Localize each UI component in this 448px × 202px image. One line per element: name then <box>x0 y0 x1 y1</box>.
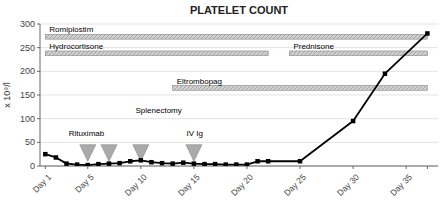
x-tick-label: Day 5 <box>73 172 96 195</box>
y-axis-label: x 10⁹/l <box>2 82 12 107</box>
grid-line <box>40 118 438 119</box>
x-tick <box>427 166 428 169</box>
x-tick-label: Day 30 <box>335 172 361 198</box>
x-tick <box>45 166 46 169</box>
annotation: Rituximab <box>69 129 105 138</box>
treatment-bar-hatch <box>173 86 428 91</box>
arrow <box>80 145 96 162</box>
data-point <box>383 71 388 76</box>
y-tick-label: 200 <box>20 66 35 76</box>
treatment-bar <box>173 86 428 91</box>
data-point <box>86 163 91 166</box>
treatment-bar-hatch <box>45 51 268 56</box>
x-tick-label: Day 10 <box>123 172 149 198</box>
y-tick-label: 150 <box>20 90 35 100</box>
x-tick <box>300 166 301 169</box>
y-tick-label: 50 <box>25 137 35 147</box>
data-point <box>234 162 239 166</box>
x-tick <box>406 166 407 169</box>
x-tick <box>87 166 88 169</box>
data-point <box>149 160 154 165</box>
treatment-label: Prednisone <box>293 42 334 51</box>
data-point <box>255 159 260 164</box>
x-tick-label: Day 35 <box>388 172 414 198</box>
treatment-label: Hydrocortisone <box>49 42 103 51</box>
y-tick-label: 0 <box>30 161 35 171</box>
x-tick <box>193 166 194 169</box>
data-point <box>298 159 303 164</box>
data-point <box>213 162 218 166</box>
chart: PLATELET COUNT x 10⁹/l 0 50 100 150 200 250 300 D… <box>0 0 448 202</box>
grid-line <box>40 95 438 96</box>
data-point <box>128 159 133 164</box>
data-point <box>64 161 69 166</box>
x-tick-label: Day 20 <box>229 172 255 198</box>
treatment-label: Romiplostim <box>49 25 93 34</box>
grid-line <box>40 71 438 72</box>
treatment-bar <box>45 51 268 56</box>
x-tick-label: Day 1 <box>30 172 53 195</box>
treatment-label: Eltrombopag <box>177 77 222 86</box>
x-tick <box>246 166 247 169</box>
data-point <box>266 159 271 164</box>
title: PLATELET COUNT <box>190 4 288 16</box>
data-point <box>202 162 207 166</box>
data-point <box>54 155 59 160</box>
data-point <box>170 161 175 166</box>
annotation: IV Ig <box>186 129 202 138</box>
data-point <box>351 119 356 124</box>
data-point <box>160 161 165 166</box>
data-point <box>43 152 48 157</box>
platelet-line <box>45 33 427 165</box>
data-point <box>139 158 144 163</box>
grid-line <box>40 142 438 143</box>
data-point <box>117 161 122 166</box>
data-point <box>181 160 186 165</box>
data-point <box>245 162 250 166</box>
y-tick-label: 250 <box>20 43 35 53</box>
data-point <box>75 162 80 166</box>
arrow <box>101 145 117 162</box>
y-axis-line <box>40 24 41 166</box>
data-point <box>425 31 430 36</box>
arrow <box>186 145 202 162</box>
data-point <box>223 162 228 166</box>
annotation: Splenectomy <box>136 106 182 115</box>
x-tick-label: Day 15 <box>176 172 202 198</box>
y-tick-label: 100 <box>20 114 35 124</box>
treatment-bar <box>45 34 427 39</box>
treatment-bar-hatch <box>45 34 427 39</box>
x-tick-label: Day 25 <box>282 172 308 198</box>
data-point <box>96 162 101 166</box>
x-tick <box>353 166 354 169</box>
data-point <box>107 161 112 166</box>
grid-line <box>40 24 438 25</box>
plot-area <box>43 31 430 166</box>
x-tick <box>140 166 141 169</box>
data-point <box>192 161 197 166</box>
y-tick-label: 300 <box>20 19 35 29</box>
